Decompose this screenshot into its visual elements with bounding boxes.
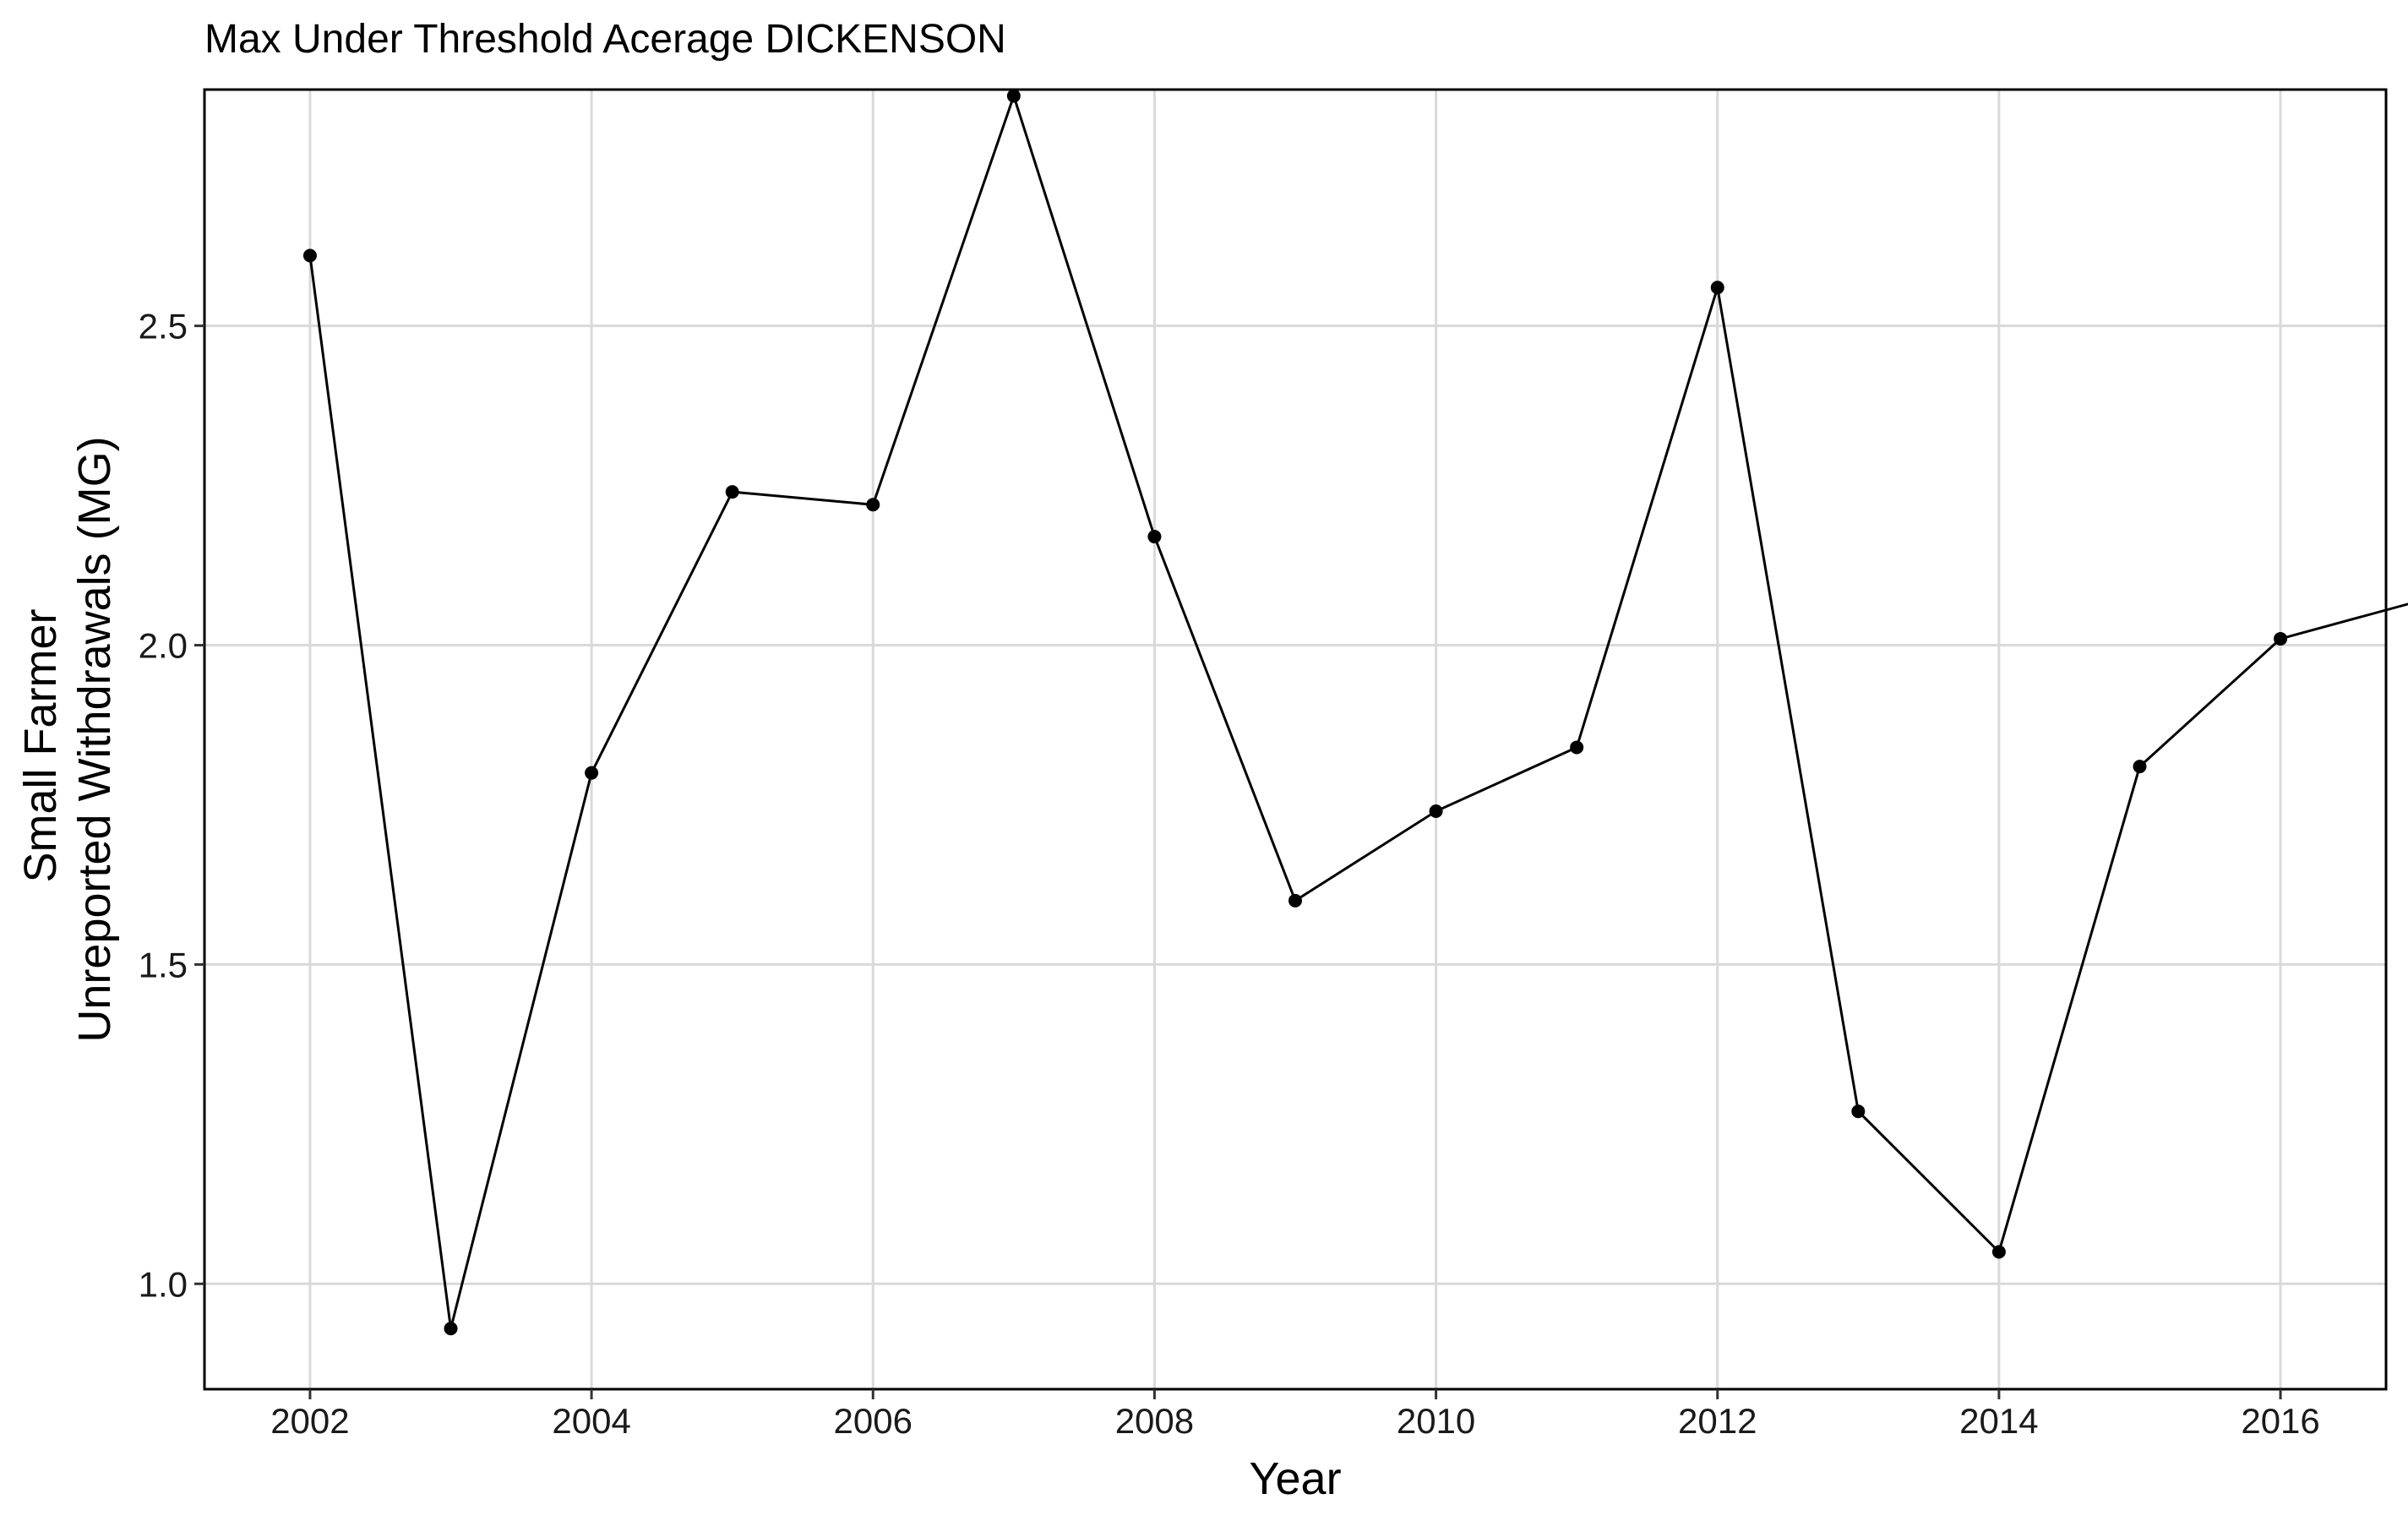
y-tick-label: 2.0 <box>139 626 188 666</box>
x-axis-title: Year <box>1249 1453 1341 1504</box>
data-point <box>444 1322 458 1336</box>
data-point <box>1147 530 1162 544</box>
y-axis-title-line-2: Unreported Withdrawals (MG) <box>69 436 120 1042</box>
data-point <box>302 248 317 263</box>
axes: 2002 2004 2006 2008 2010 2012 2014 2016 1.0 1.5 2.… <box>139 307 2320 1441</box>
series-line <box>308 91 2408 1329</box>
data-point <box>1288 893 1302 908</box>
y-axis-title-line-1: Small Farmer <box>15 608 66 882</box>
y-tick-label: 1.0 <box>139 1264 188 1304</box>
data-point <box>1991 1245 2006 1259</box>
data-point <box>1851 1104 1866 1119</box>
data-point <box>2274 631 2288 646</box>
y-axis-title: Small Farmer Unreported Withdrawals (MG) <box>15 436 120 1042</box>
x-tick-label: 2002 <box>270 1401 349 1441</box>
data-point <box>866 498 880 512</box>
data-point <box>1710 281 1724 295</box>
x-tick-label: 2012 <box>1678 1401 1757 1441</box>
y-tick-label: 2.5 <box>139 307 188 346</box>
x-tick-label: 2014 <box>1959 1401 2038 1441</box>
data-point <box>1570 740 1584 755</box>
x-tick-label: 2006 <box>834 1401 913 1441</box>
data-point <box>725 485 739 499</box>
data-point <box>2133 760 2147 774</box>
x-tick-label: 2008 <box>1115 1401 1194 1441</box>
plot-panel-border <box>203 88 2388 1391</box>
x-tick-label: 2016 <box>2241 1401 2319 1441</box>
data-point <box>1429 804 1443 819</box>
data-point <box>1006 89 1021 103</box>
x-tick-label: 2010 <box>1397 1401 1475 1441</box>
series-layer <box>302 89 2408 1336</box>
chart-title: Max Under Threshold Acerage DICKENSON <box>204 17 1006 62</box>
x-tick-label: 2004 <box>552 1401 630 1441</box>
grid-lines <box>204 90 2386 1389</box>
data-point <box>585 766 599 780</box>
y-tick-label: 1.5 <box>139 945 188 984</box>
